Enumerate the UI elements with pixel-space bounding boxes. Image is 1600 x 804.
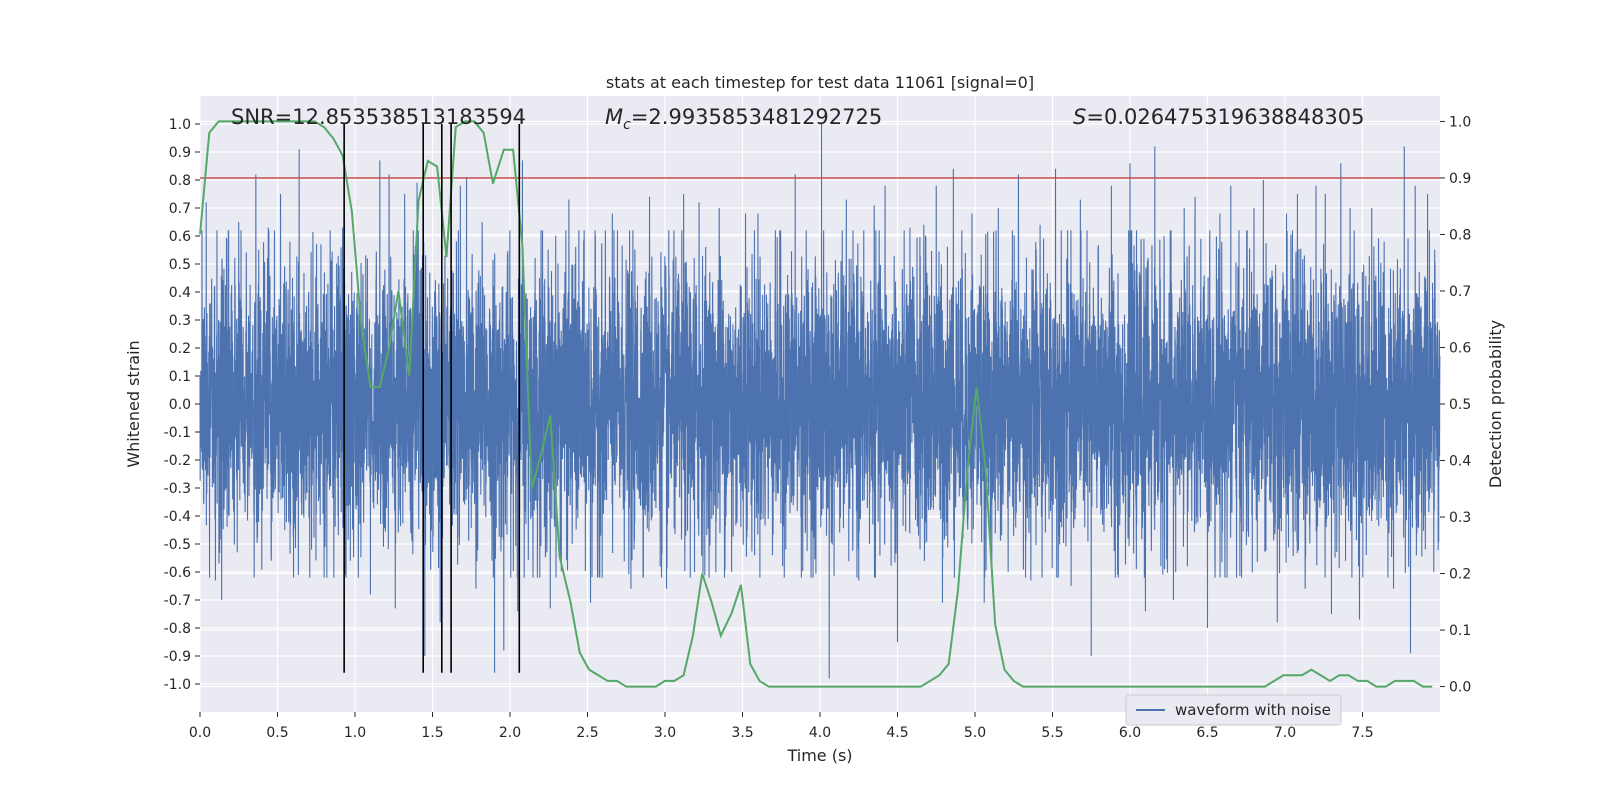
s-value: =0.026475319638848305 [1086,105,1364,129]
y2-tick-label: 0.6 [1449,340,1471,356]
y-tick-label: -1.0 [164,677,191,693]
probability-series [199,120,1433,688]
x-tick-label: 7.0 [1274,725,1296,741]
y-tick-label: 0.0 [169,397,191,413]
legend-label-waveform: waveform with noise [1175,701,1331,719]
y2-axis-label: Detection probability [1486,320,1505,488]
x-tick-label: 1.5 [421,725,443,741]
x-tick-label: 5.5 [1041,725,1063,741]
waveform-series [199,123,1441,679]
y-tick-label: -0.2 [164,453,191,469]
tick-labels: 0.0 0.5 1.0 1.5 2.0 2.5 3.0 3.5 4.0 4.5 5.0 5.5 6.0 6… [164,114,1472,741]
y-tick-label: -0.9 [164,649,191,665]
chirp-mass-annotation: Mc=2.9935853481292725 [605,105,882,133]
y-tick-label: 0.1 [169,369,191,385]
x-tick-label: 2.0 [499,725,521,741]
x-tick-label: 7.5 [1351,725,1373,741]
y2-tick-label: 0.0 [1449,680,1471,696]
x-tick-label: 4.5 [886,725,908,741]
snr-annotation: SNR=12.853538513183594 [231,105,526,129]
chirp-mass-value: =2.9935853481292725 [631,105,882,129]
waveform-line [199,123,1441,679]
x-tick-label: 6.0 [1119,725,1141,741]
chirp-mass-subscript: c [623,117,631,133]
x-tick-label: 3.5 [731,725,753,741]
vertical-markers [343,124,521,673]
x-axis-label: Time (s) [786,746,852,765]
y-tick-label: 0.4 [169,285,191,301]
y2-tick-label: 0.9 [1449,171,1471,187]
x-tick-label: 2.5 [576,725,598,741]
y-tick-label: -0.7 [164,593,191,609]
x-tick-label: 4.0 [809,725,831,741]
probability-line [199,120,1433,688]
y-tick-label: 0.6 [169,229,191,245]
y-tick-label: -0.5 [164,537,191,553]
x-tick-label: 3.0 [654,725,676,741]
y-tick-label: -0.6 [164,565,191,581]
y-tick-label: 0.7 [169,201,191,217]
y-tick-label: -0.3 [164,481,191,497]
x-tick-label: 5.0 [964,725,986,741]
s-symbol: S [1073,105,1086,129]
x-tick-label: 0.0 [189,725,211,741]
y-tick-label: 0.5 [169,257,191,273]
y-tick-label: -0.1 [164,425,191,441]
y2-tick-label: 0.5 [1449,397,1471,413]
y-axis-label: Whitened strain [124,340,143,467]
s-annotation: S=0.026475319638848305 [1073,105,1364,129]
y2-tick-label: 0.1 [1449,623,1471,639]
y2-tick-label: 0.7 [1449,284,1471,300]
y-tick-label: 1.0 [169,117,191,133]
y2-tick-label: 0.4 [1449,454,1471,470]
chirp-mass-symbol: M [605,105,623,129]
y-tick-label: -0.4 [164,509,191,525]
x-tick-label: 1.0 [344,725,366,741]
y-tick-label: 0.9 [169,145,191,161]
y-tick-label: -0.8 [164,621,191,637]
x-tick-label: 0.5 [266,725,288,741]
y2-tick-label: 0.2 [1449,567,1471,583]
legend-box [1125,694,1342,726]
legend: waveform with noise [1125,694,1342,726]
y2-tick-label: 0.3 [1449,510,1471,526]
y2-tick-label: 0.8 [1449,227,1471,243]
chart-title: stats at each timestep for test data 110… [606,73,1034,92]
y-tick-label: 0.8 [169,173,191,189]
x-tick-label: 6.5 [1196,725,1218,741]
y-tick-label: 0.2 [169,341,191,357]
y2-tick-label: 1.0 [1449,114,1471,130]
y-tick-label: 0.3 [169,313,191,329]
